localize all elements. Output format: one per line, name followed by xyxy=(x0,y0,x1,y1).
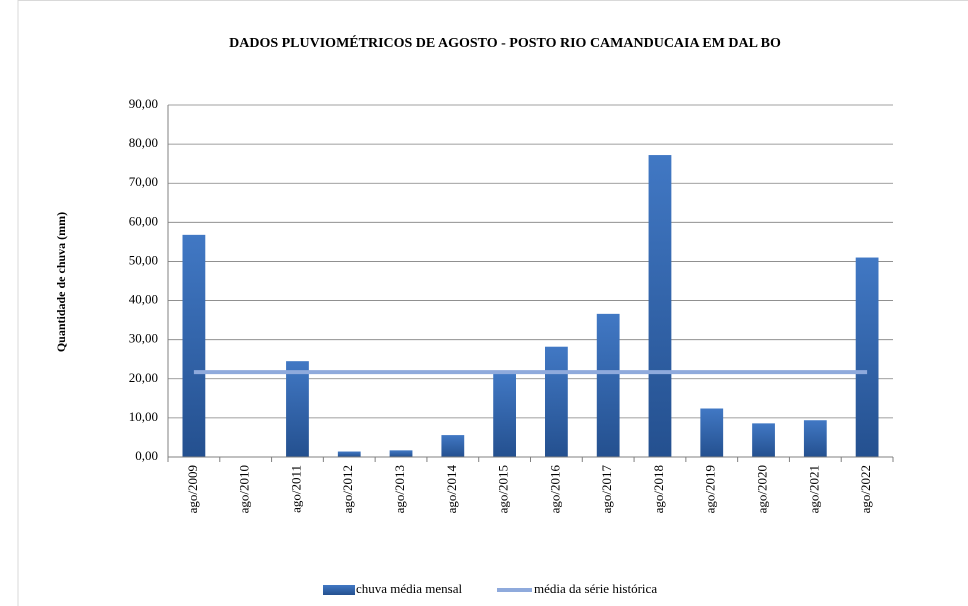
x-tick-label: ago/2020 xyxy=(755,465,770,513)
x-tick-label: ago/2019 xyxy=(703,465,718,513)
y-axis-label: Quantidade de chuva (mm) xyxy=(54,212,68,352)
x-tick-label: ago/2021 xyxy=(806,465,821,513)
x-tick-label: ago/2014 xyxy=(444,465,459,514)
y-tick-label: 60,00 xyxy=(129,213,158,228)
bar xyxy=(803,420,827,457)
y-tick-label: 80,00 xyxy=(129,135,158,150)
y-tick-label: 30,00 xyxy=(129,331,158,346)
x-tick-label: ago/2009 xyxy=(185,465,200,513)
chart-frame xyxy=(17,0,968,606)
bar xyxy=(441,435,465,457)
x-tick-label: ago/2015 xyxy=(496,465,511,513)
bar xyxy=(545,346,568,457)
x-tick-label: ago/2011 xyxy=(288,465,303,513)
x-tick-label: ago/2016 xyxy=(547,465,562,514)
x-tick-label: ago/2022 xyxy=(858,465,873,513)
y-tick-label: 70,00 xyxy=(129,174,158,189)
legend-label: chuva média mensal xyxy=(356,581,463,596)
x-tick-label: ago/2012 xyxy=(340,465,355,513)
y-tick-label: 50,00 xyxy=(129,252,158,267)
y-tick-label: 40,00 xyxy=(129,292,158,307)
legend-label: média da série histórica xyxy=(534,581,657,596)
x-tick-label: ago/2013 xyxy=(392,465,407,513)
bar xyxy=(855,257,879,457)
bar xyxy=(752,423,775,457)
x-tick-label: ago/2018 xyxy=(651,465,666,513)
bar xyxy=(596,313,620,457)
y-tick-label: 0,00 xyxy=(135,448,158,463)
y-tick-label: 20,00 xyxy=(129,370,158,385)
legend-swatch xyxy=(323,585,355,595)
y-tick-label: 90,00 xyxy=(129,96,158,111)
bar xyxy=(493,372,516,457)
bar xyxy=(286,361,309,457)
bar xyxy=(337,451,361,457)
bar xyxy=(700,408,724,457)
bar xyxy=(648,155,672,457)
x-tick-label: ago/2017 xyxy=(599,465,614,514)
x-tick-label: ago/2010 xyxy=(237,465,252,513)
bar xyxy=(182,234,206,457)
y-tick-label: 10,00 xyxy=(129,409,158,424)
chart-title: DADOS PLUVIOMÉTRICOS DE AGOSTO - POSTO R… xyxy=(229,34,781,51)
bar xyxy=(389,450,413,457)
